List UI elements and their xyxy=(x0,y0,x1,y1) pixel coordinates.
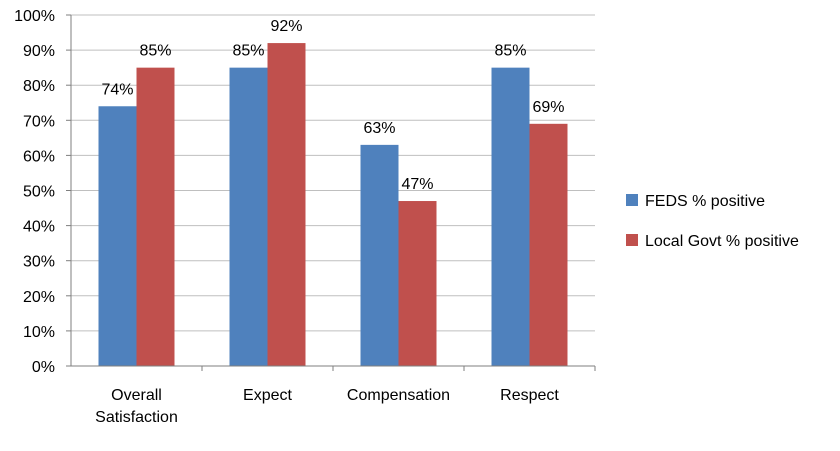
bar-feds xyxy=(360,144,399,366)
y-tick-label: 30% xyxy=(23,254,55,271)
data-label: 69% xyxy=(532,99,564,116)
y-tick-label: 50% xyxy=(23,184,55,201)
bar-feds xyxy=(98,106,137,366)
bar-feds xyxy=(491,67,530,367)
bars: 74% 85% 85% 92% 63% 47% 85% 69% xyxy=(98,18,568,367)
data-label: 92% xyxy=(270,18,302,35)
bar-local-govt xyxy=(136,67,175,367)
bar-local-govt xyxy=(267,43,306,367)
bar-local-govt xyxy=(398,201,437,366)
legend: FEDS % positive Local Govt % positive xyxy=(626,193,799,250)
y-tick-label: 90% xyxy=(23,43,55,60)
legend-label: Local Govt % positive xyxy=(645,233,799,250)
y-tick-label: 40% xyxy=(23,219,55,236)
legend-swatch xyxy=(626,194,638,206)
bar-local-govt xyxy=(529,123,568,366)
x-category-label: Compensation xyxy=(347,387,450,404)
legend-swatch xyxy=(626,234,638,246)
y-tick-label: 60% xyxy=(23,148,55,165)
data-label: 85% xyxy=(139,43,171,60)
data-label: 47% xyxy=(401,176,433,193)
data-label: 85% xyxy=(494,43,526,60)
y-tick-label: 100% xyxy=(14,8,55,25)
x-category-label: Expect xyxy=(243,387,292,404)
x-category-label: Respect xyxy=(500,387,559,404)
bar-feds xyxy=(229,67,268,367)
x-category-label: Overall xyxy=(111,387,162,404)
y-tick-label: 70% xyxy=(23,113,55,130)
data-label: 63% xyxy=(363,120,395,137)
x-axis: Overall Satisfaction Expect Compensation Res… xyxy=(71,365,596,426)
y-tick-label: 0% xyxy=(32,359,55,376)
data-label: 74% xyxy=(101,81,133,98)
legend-label: FEDS % positive xyxy=(645,193,765,210)
y-axis: 0% 10% 20% 30% 40% 50% 60% 70% 80% 90% 100% xyxy=(14,8,72,376)
x-category-label: Satisfaction xyxy=(95,409,178,426)
data-label: 85% xyxy=(232,43,264,60)
y-tick-label: 10% xyxy=(23,324,55,341)
y-tick-label: 80% xyxy=(23,78,55,95)
y-tick-label: 20% xyxy=(23,289,55,306)
